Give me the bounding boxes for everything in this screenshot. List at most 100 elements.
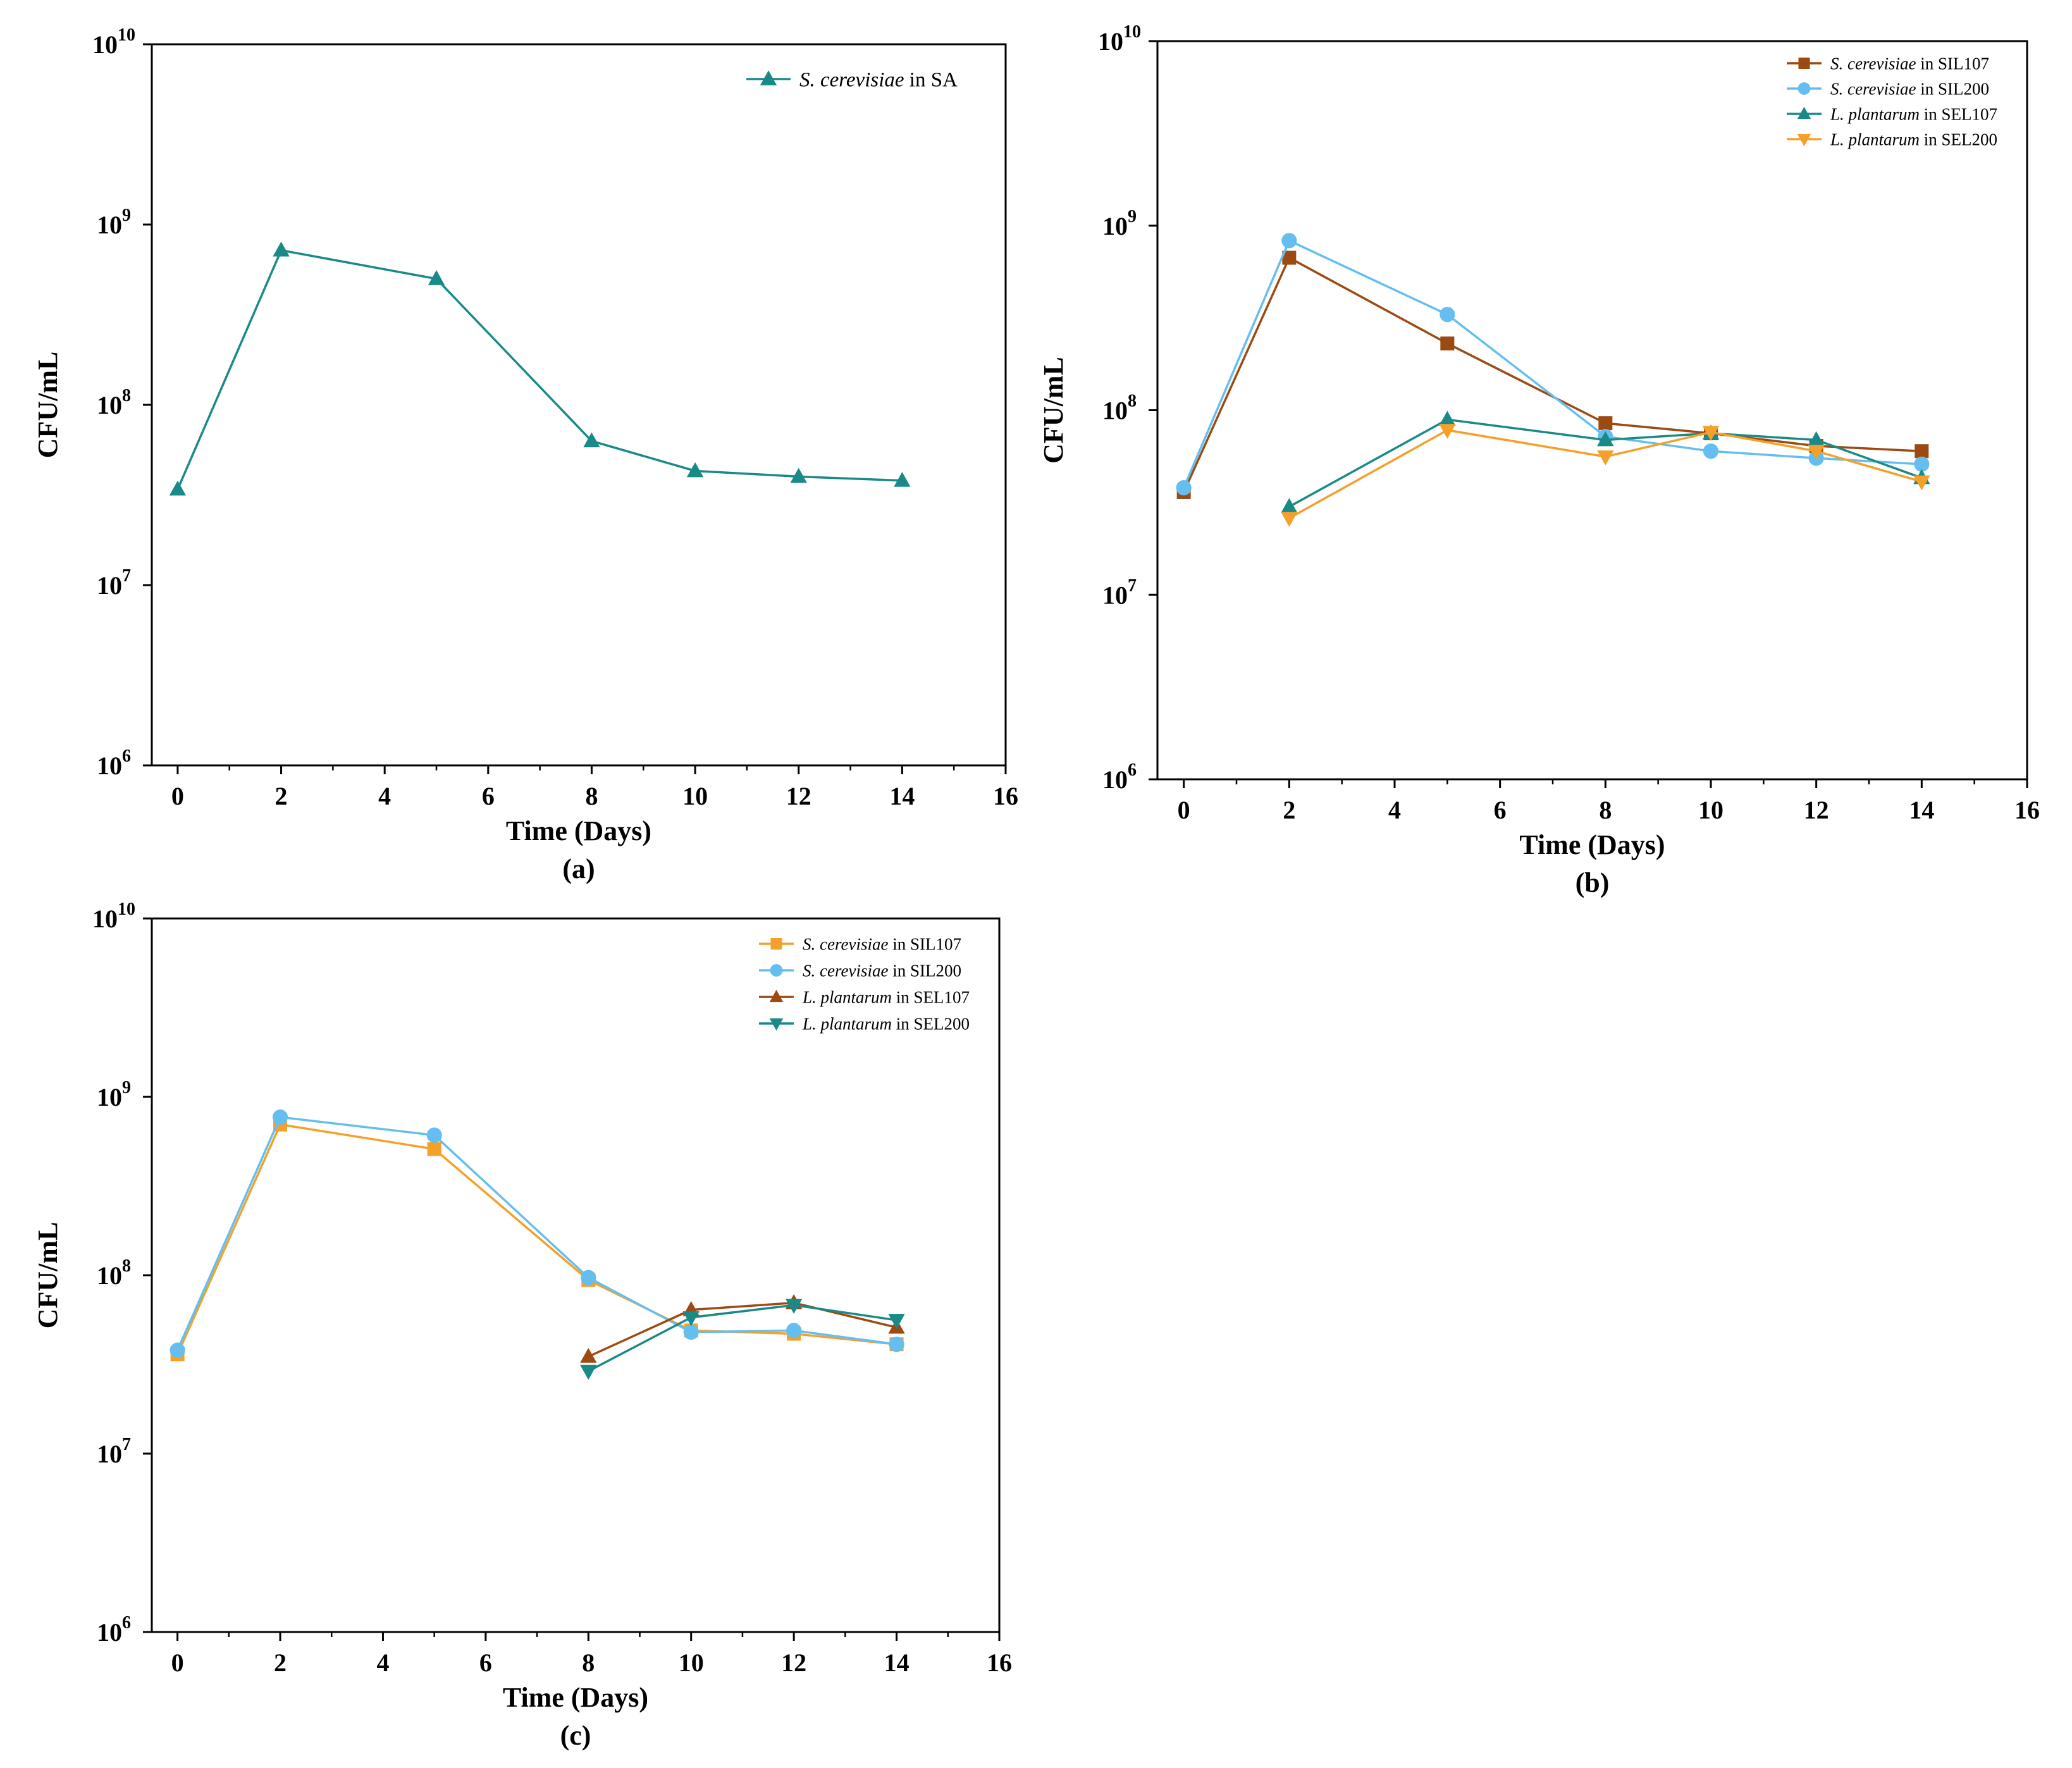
y-tick-label: 106 <box>97 746 131 780</box>
data-point <box>1176 479 1192 496</box>
data-point <box>583 432 600 448</box>
x-tick-label: 12 <box>786 782 811 810</box>
x-tick-label: 8 <box>1599 796 1612 824</box>
data-point <box>1702 426 1720 442</box>
legend: S. cerevisiae in SIL107 S. cerevisiae in … <box>759 934 970 1033</box>
legend-label: S. cerevisiae in SA <box>799 69 958 92</box>
y-tick-label: 1010 <box>92 25 135 59</box>
legend-label: S. cerevisiae in SIL107 <box>1830 54 1989 73</box>
y-tick-label: 106 <box>97 1613 131 1647</box>
x-tick-label: 14 <box>884 1648 910 1677</box>
x-tick-label: 16 <box>987 1648 1012 1677</box>
y-tick-label: 107 <box>1102 576 1137 609</box>
legend-marker <box>769 1018 784 1031</box>
data-point <box>581 1270 596 1285</box>
data-point <box>1440 307 1455 323</box>
data-point <box>1439 411 1456 426</box>
data-point <box>273 241 290 257</box>
data-point <box>1439 424 1456 439</box>
x-tick-label: 4 <box>1388 796 1401 824</box>
data-point <box>1281 498 1298 513</box>
data-point <box>889 1337 904 1352</box>
data-point <box>1598 416 1613 431</box>
y-tick-label: 108 <box>97 1256 131 1290</box>
legend-marker <box>1797 133 1811 147</box>
y-tick-label: 1010 <box>1098 22 1141 56</box>
data-point <box>686 462 704 478</box>
x-tick-label: 8 <box>582 1648 595 1677</box>
chart-panel: 0 2 4 6 8 10 12 14 16 106 107 108 109 1010 Time (Days)… <box>1038 22 2040 898</box>
data-point <box>428 270 445 285</box>
data-point <box>1282 250 1297 265</box>
series-line <box>588 1304 897 1373</box>
y-tick-label: 107 <box>97 566 131 600</box>
legend-label: L. plantarum in SEL200 <box>802 1014 970 1033</box>
legend-marker <box>769 989 784 1003</box>
data-point <box>1281 512 1298 527</box>
chart-panel: 0 2 4 6 8 10 12 14 16 106 107 108 109 1010 Time (Days)… <box>32 25 1018 884</box>
legend-label: L. plantarum in SEL107 <box>802 987 970 1006</box>
x-tick-label: 12 <box>781 1648 806 1677</box>
legend-marker <box>1797 106 1811 120</box>
legend-label: L. plantarum in SEL107 <box>1830 104 1997 123</box>
data-point <box>1440 336 1455 350</box>
x-tick-label: 6 <box>479 1648 492 1677</box>
legend-marker <box>770 938 782 949</box>
data-point <box>1808 431 1825 447</box>
data-point <box>427 1142 441 1156</box>
x-tick-label: 16 <box>993 782 1018 810</box>
y-axis-title: CFU/mL <box>32 1222 63 1329</box>
x-tick-label: 2 <box>274 1648 287 1677</box>
data-point <box>1808 445 1825 460</box>
y-tick-label: 108 <box>97 386 131 419</box>
legend-marker <box>760 70 777 85</box>
y-tick-label: 109 <box>97 1078 131 1111</box>
x-tick-label: 4 <box>376 1648 389 1677</box>
x-tick-label: 6 <box>1494 796 1507 824</box>
y-tick-label: 107 <box>97 1435 131 1468</box>
y-tick-label: 1010 <box>92 899 135 933</box>
x-tick-label: 2 <box>1283 796 1295 824</box>
x-axis-title: Time (Days) <box>503 1682 648 1713</box>
data-point <box>683 1324 699 1340</box>
series-line <box>176 1123 897 1355</box>
legend-label: S. cerevisiae in SIL107 <box>803 934 961 953</box>
data-point <box>580 1347 597 1363</box>
x-axis-title: Time (Days) <box>506 815 651 846</box>
data-point <box>790 467 807 483</box>
legend-label: L. plantarum in SEL200 <box>1830 130 1997 149</box>
y-axis-title: CFU/mL <box>32 352 63 459</box>
data-point <box>272 1109 288 1125</box>
legend-label: S. cerevisiae in SIL200 <box>1830 79 1989 98</box>
y-tick-label: 108 <box>1102 392 1137 425</box>
data-point <box>1703 443 1719 459</box>
data-point <box>682 1311 700 1326</box>
panel-label: (b) <box>1576 867 1610 898</box>
series-line <box>176 249 903 490</box>
x-tick-label: 4 <box>378 782 391 810</box>
legend-label: S. cerevisiae in SIL200 <box>803 961 961 980</box>
data-point <box>1913 475 1930 491</box>
x-tick-label: 14 <box>1909 796 1934 824</box>
data-point <box>1281 233 1297 249</box>
x-tick-label: 10 <box>679 1648 704 1677</box>
x-tick-label: 10 <box>682 782 708 810</box>
x-tick-label: 14 <box>889 782 915 810</box>
y-tick-label: 109 <box>1102 207 1137 240</box>
data-point <box>785 1299 803 1314</box>
series-line <box>176 1116 897 1351</box>
x-tick-label: 0 <box>171 1648 184 1677</box>
legend-marker <box>770 964 783 977</box>
data-point <box>1597 450 1614 466</box>
series-line <box>588 1301 897 1358</box>
x-tick-label: 16 <box>2014 796 2040 824</box>
x-tick-label: 6 <box>482 782 495 810</box>
data-point <box>1915 444 1929 459</box>
y-axis-title: CFU/mL <box>1038 357 1069 464</box>
data-point <box>1597 431 1614 447</box>
y-tick-label: 109 <box>97 206 131 239</box>
data-point <box>170 1342 185 1358</box>
x-axis-title: Time (Days) <box>1519 829 1665 860</box>
legend: S. cerevisiae in SIL107 S. cerevisiae in … <box>1787 54 1997 149</box>
